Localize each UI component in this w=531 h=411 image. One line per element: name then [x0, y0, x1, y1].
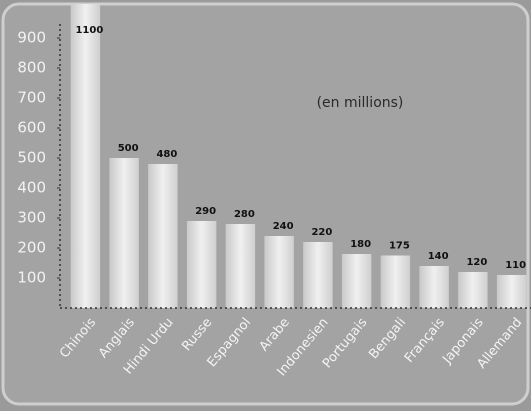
y-tick-label: 200: [17, 239, 46, 257]
bar: [380, 255, 411, 308]
bar: [264, 236, 294, 308]
bar: [148, 164, 178, 308]
bar: [186, 221, 217, 308]
value-label: 120: [466, 257, 487, 268]
y-tick-label: 700: [17, 89, 46, 107]
value-label: 180: [350, 239, 371, 250]
bar: [70, 4, 101, 308]
bar: [496, 275, 527, 308]
bar: [458, 272, 488, 308]
bar: [109, 158, 139, 308]
y-tick-label: 900: [17, 29, 46, 47]
y-tick-label: 600: [17, 119, 46, 137]
bar: [419, 266, 449, 308]
value-label: 1100: [75, 25, 103, 36]
value-label: 175: [389, 241, 410, 252]
value-label: 500: [118, 143, 139, 154]
bar: [341, 254, 372, 308]
y-tick-label: 300: [17, 209, 46, 227]
y-tick-label: 500: [17, 149, 46, 167]
value-label: 240: [273, 221, 294, 232]
value-label: 140: [428, 251, 449, 262]
y-tick-label: 800: [17, 59, 46, 77]
value-label: 280: [234, 209, 255, 220]
y-tick-label: 400: [17, 179, 46, 197]
bar: [225, 224, 256, 308]
annotation: (en millions): [317, 95, 404, 111]
value-label: 290: [195, 206, 216, 217]
bar: [303, 242, 333, 308]
value-label: 480: [156, 149, 177, 160]
value-label: 220: [311, 227, 332, 238]
y-tick-label: 100: [17, 269, 46, 287]
value-label: 110: [505, 260, 526, 271]
